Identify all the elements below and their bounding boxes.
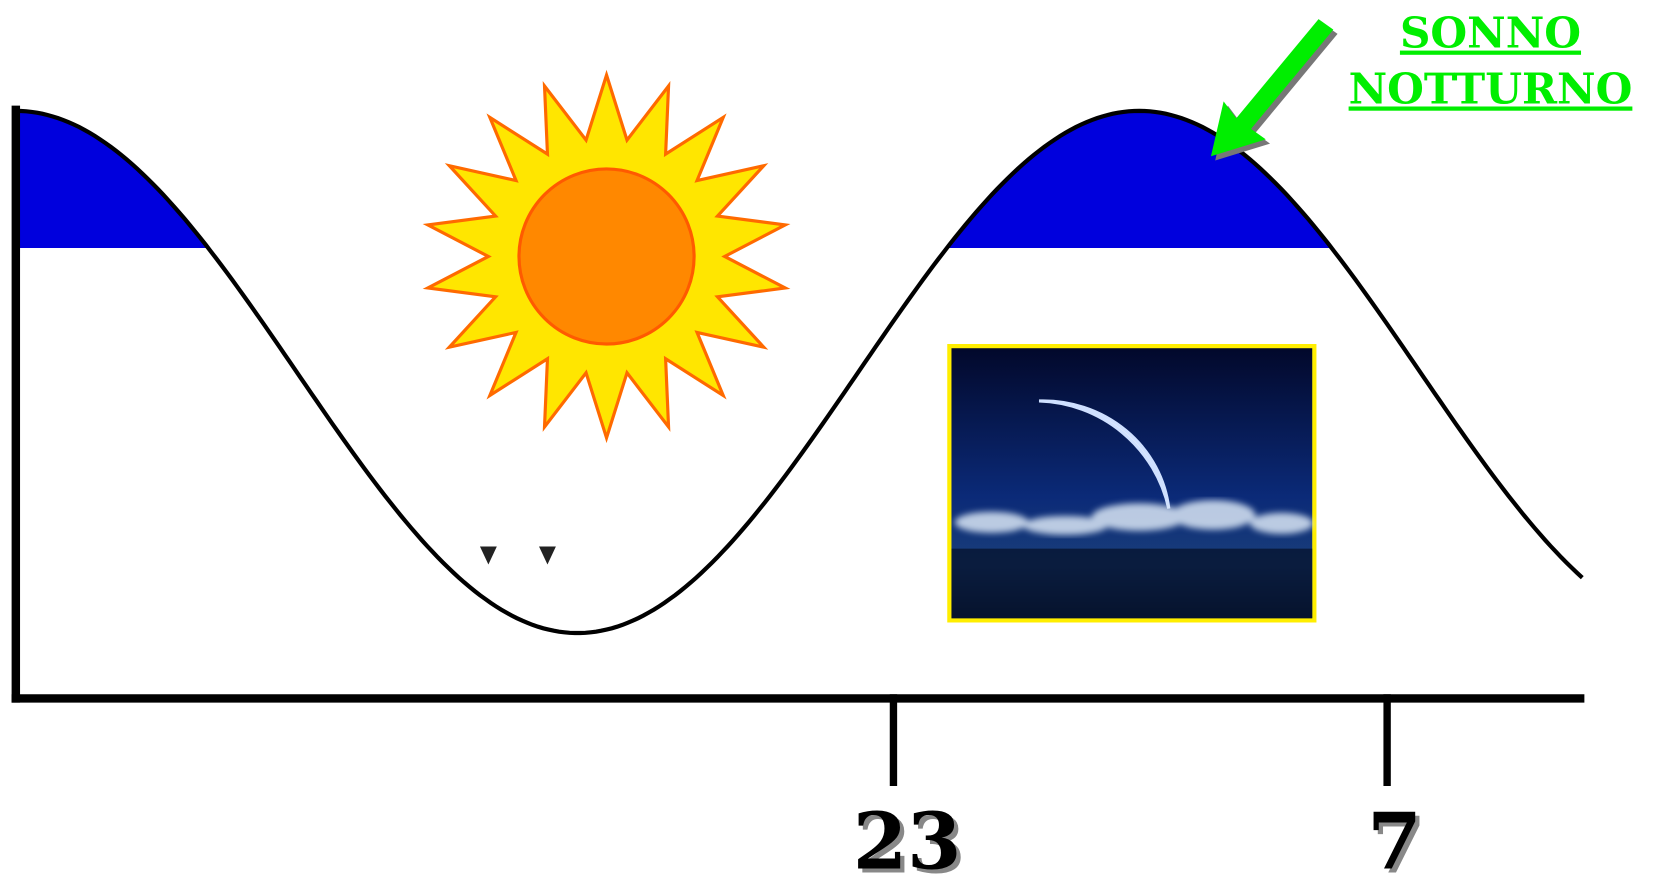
marks xyxy=(479,546,556,565)
sleep-area xyxy=(15,110,1332,249)
sleep-curve xyxy=(15,108,1584,636)
label-line: NOTTURNO xyxy=(1349,64,1633,114)
tick-labels: 23 23 7 7 xyxy=(853,796,1426,880)
tick-label-shadow: 23 xyxy=(857,800,966,880)
arrow xyxy=(1210,19,1338,161)
sun xyxy=(422,69,791,444)
sleep-label: SONNO NOTTURNO xyxy=(1349,8,1633,114)
label-line: SONNO xyxy=(1400,8,1581,58)
sun-disc xyxy=(517,167,696,346)
tick-label: 7 xyxy=(1367,796,1421,880)
tick-label: 23 xyxy=(853,796,962,880)
tick-label-shadow: 7 xyxy=(1372,800,1426,880)
moon-photo xyxy=(947,344,1317,623)
